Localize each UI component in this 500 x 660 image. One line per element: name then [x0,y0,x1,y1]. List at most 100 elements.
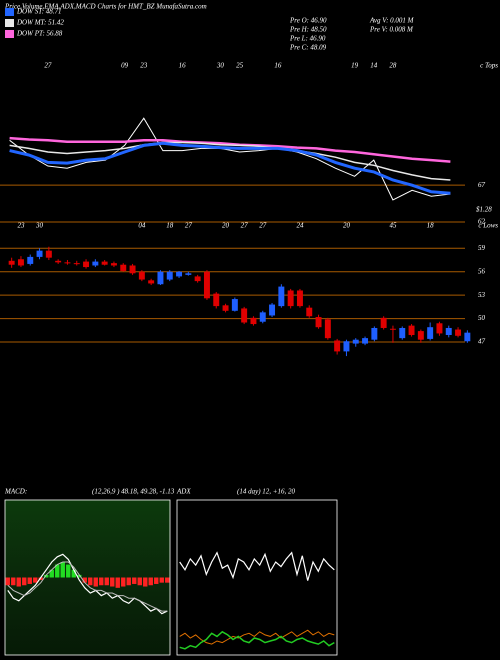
candle-body [36,250,43,257]
histogram-bar [121,577,126,587]
x-tick-label: 25 [236,62,244,70]
candle-body [380,317,387,328]
candle-body [222,305,229,311]
histogram-bar [137,577,142,586]
histogram-bar [154,577,159,584]
histogram-bar [60,562,65,578]
panel-subtitle: (12,26,9 ) 48.18, 49.28, -1.13 [92,488,175,496]
x-tick-label: 20 [343,222,351,230]
candle-body [176,271,183,277]
candle-body [8,260,15,265]
candle-body [27,256,34,264]
histogram-bar [22,577,27,586]
candle-body [445,327,452,336]
histogram-bar [143,577,148,587]
candle-body [194,276,201,282]
x-tick-label: 18 [427,222,435,230]
candle-body [371,327,378,340]
candle-body [464,332,471,342]
candle-body [231,299,238,311]
candle-body [306,307,313,317]
candle-body [64,262,71,264]
candle-body [455,329,462,336]
series-line [9,141,451,195]
candle-body [324,319,331,339]
series-line [7,561,168,612]
candle-body [296,290,303,307]
candle-body [334,340,341,352]
y-tick-label: 53 [478,291,486,299]
histogram-bar [16,577,21,587]
candle-body [427,327,434,339]
candle-body [408,325,415,336]
legend-label: DOW ST: 48.71 [16,8,62,16]
candle-body [83,261,90,268]
x-tick-label: 16 [179,62,187,70]
candle-body [343,341,350,352]
x-tick-label: 27 [259,222,267,230]
histogram-bar [110,577,115,587]
candle-body [352,339,359,344]
histogram-bar [77,574,82,578]
info: Pre C: 48.09 [289,44,327,52]
x-tick-label: 27 [44,62,52,70]
histogram-bar [99,577,104,586]
histogram-bar [82,577,87,583]
x-tick-label: 23 [140,62,148,70]
candle-body [259,312,266,322]
panel-title: MACD: [4,488,27,496]
histogram-bar [38,577,43,581]
candle-body [417,331,424,340]
series-line [179,629,335,645]
candle-body [250,317,257,325]
candle-body [315,317,322,328]
candle-body [129,265,136,274]
info: Avg V: 0.001 M [369,17,415,25]
histogram-bar [55,564,60,578]
y-tick-label: 59 [478,244,486,252]
x-tick-label: 24 [296,222,304,230]
candle-body [101,261,108,265]
adx-panel [176,499,338,656]
series-line [179,630,335,650]
x-tick-label: 30 [216,62,225,70]
candle-body [45,250,52,258]
histogram-bar [88,577,93,586]
histogram-bar [27,577,32,584]
x-tick-label: 16 [274,62,282,70]
series-line [179,551,335,581]
histogram-bar [66,564,71,578]
info: Pre L: 46.90 [289,35,326,43]
y-tick-label: 56 [478,267,486,275]
y-tick-label: 67 [478,181,486,189]
histogram-bar [44,574,49,578]
candle-body [436,323,443,334]
info: Pre V: 0.008 M [369,26,414,34]
x-tick-label: 23 [17,222,25,230]
candle-body [17,259,24,266]
legend-label: DOW PT: 56.88 [16,30,63,38]
panel-subtitle: (14 day) 12, +16, 20 [237,488,295,496]
candle-body [55,260,62,263]
x-tick-label: 28 [389,62,397,70]
x-tick-label: 30 [35,222,44,230]
y-tick-label: 47 [478,338,486,346]
histogram-bar [5,577,10,586]
histogram-bar [11,577,16,586]
candle-body [287,290,294,307]
x-tick-label: 04 [138,222,146,230]
x-tick-label: 45 [389,222,397,230]
candle-body [185,273,192,275]
annotation: c Tops [480,62,498,70]
candle-body [362,338,369,344]
histogram-bar [126,577,131,586]
legend-label: DOW MT: 51.42 [16,19,64,27]
histogram-bar [33,577,38,583]
series-line [9,136,451,163]
candle-body [399,327,406,339]
legend-swatch [5,30,14,38]
histogram-bar [93,577,98,587]
x-tick-label: 19 [351,62,359,70]
